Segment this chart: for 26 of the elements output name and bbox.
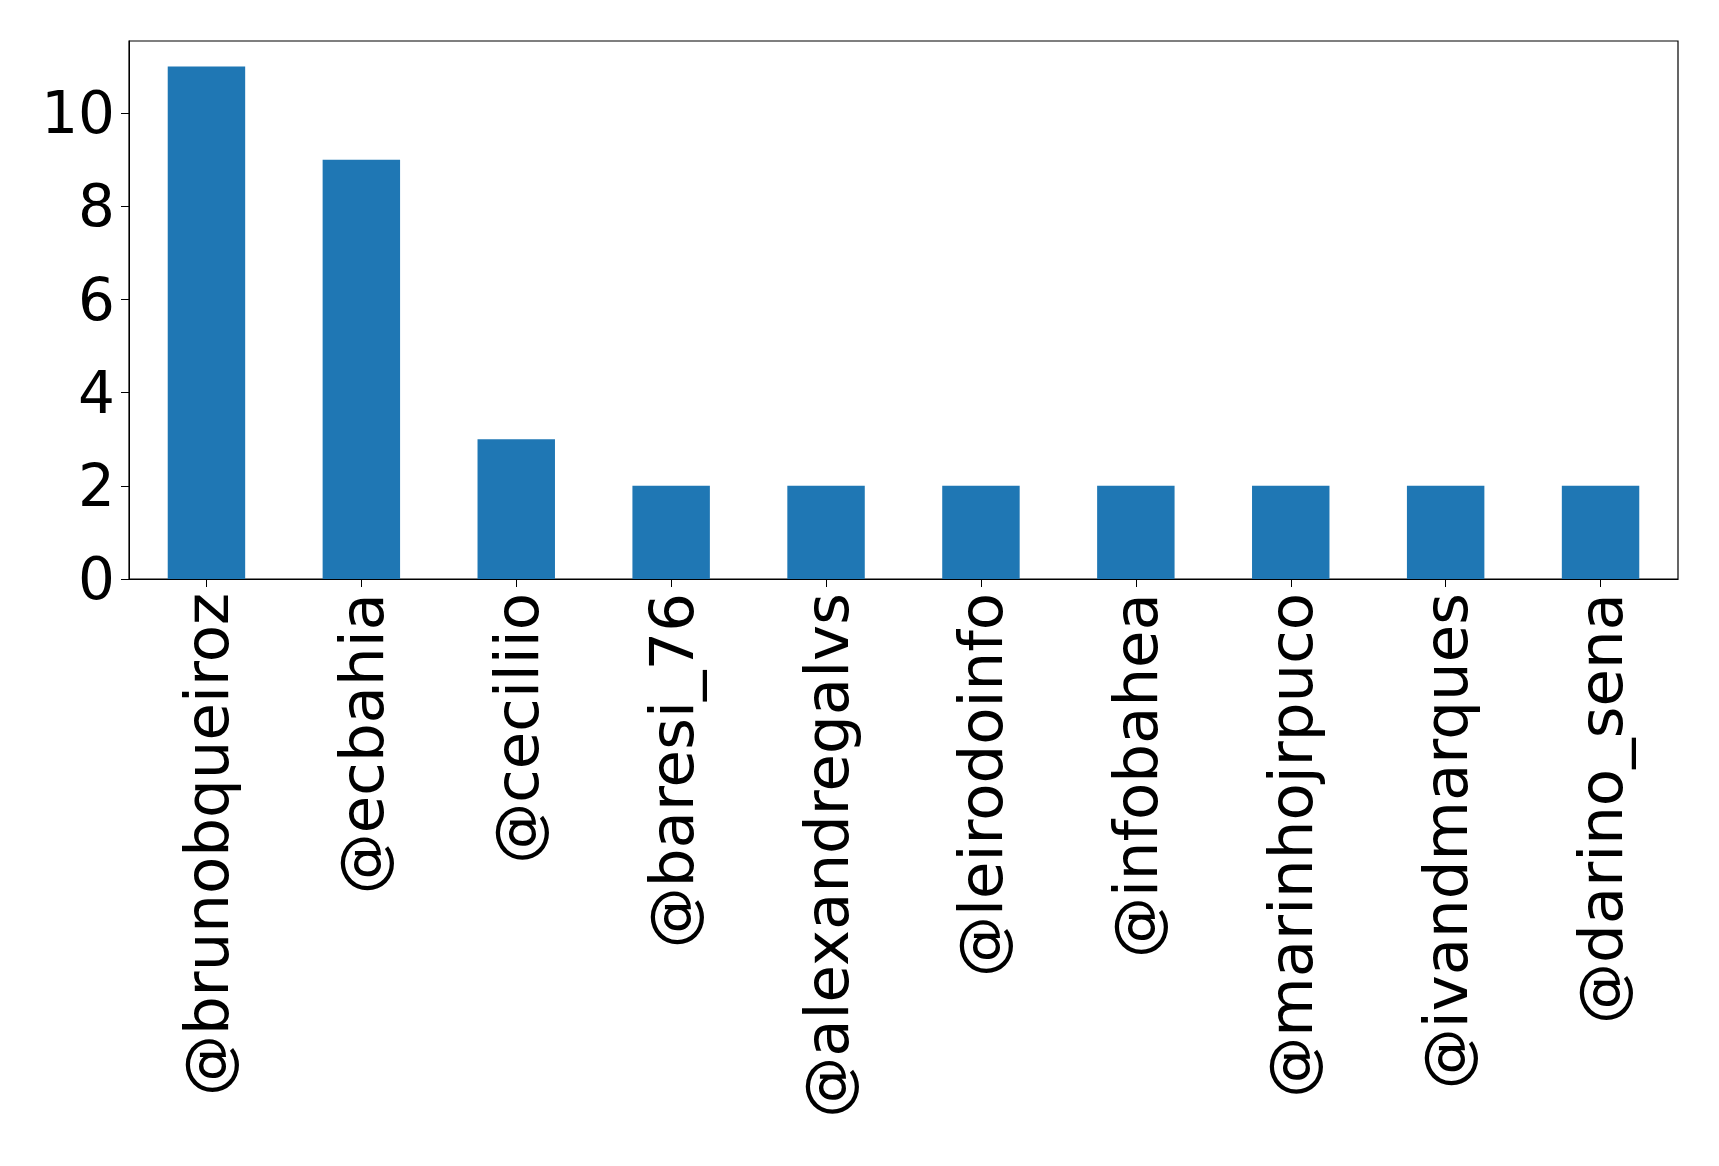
bar xyxy=(1097,485,1175,579)
x-tick-label: @ceciliio xyxy=(480,593,552,864)
x-tick-label: @baresi_76 xyxy=(635,593,707,949)
x-tick-label: @marinhojrpuco xyxy=(1255,593,1327,1098)
bar xyxy=(1561,485,1640,579)
x-tick-label: @leirodoinfo xyxy=(945,593,1017,977)
bar xyxy=(942,485,1020,579)
y-tick-label: 4 xyxy=(78,358,115,427)
y-tick-label: 0 xyxy=(78,545,115,613)
bar xyxy=(632,485,710,579)
bar xyxy=(477,439,555,579)
y-tick-label: 10 xyxy=(41,79,115,148)
y-tick-label: 2 xyxy=(78,451,115,520)
bar xyxy=(1406,485,1485,579)
x-tick-label: @infobahea xyxy=(1100,593,1172,959)
x-tick-label: @ivandmarques xyxy=(1410,593,1482,1090)
x-tick-label: @darino_sena xyxy=(1565,593,1637,1024)
bar xyxy=(322,159,401,579)
x-tick-label: @brunobqueiroz xyxy=(170,593,242,1097)
x-tick-label: @ecbahia xyxy=(325,593,397,895)
bar xyxy=(787,485,865,579)
bar xyxy=(1252,485,1330,579)
y-tick-label: 8 xyxy=(78,172,115,241)
y-tick-label: 6 xyxy=(78,265,115,334)
bar xyxy=(167,66,246,579)
x-tick-label: @alexandregalvs xyxy=(790,593,862,1118)
